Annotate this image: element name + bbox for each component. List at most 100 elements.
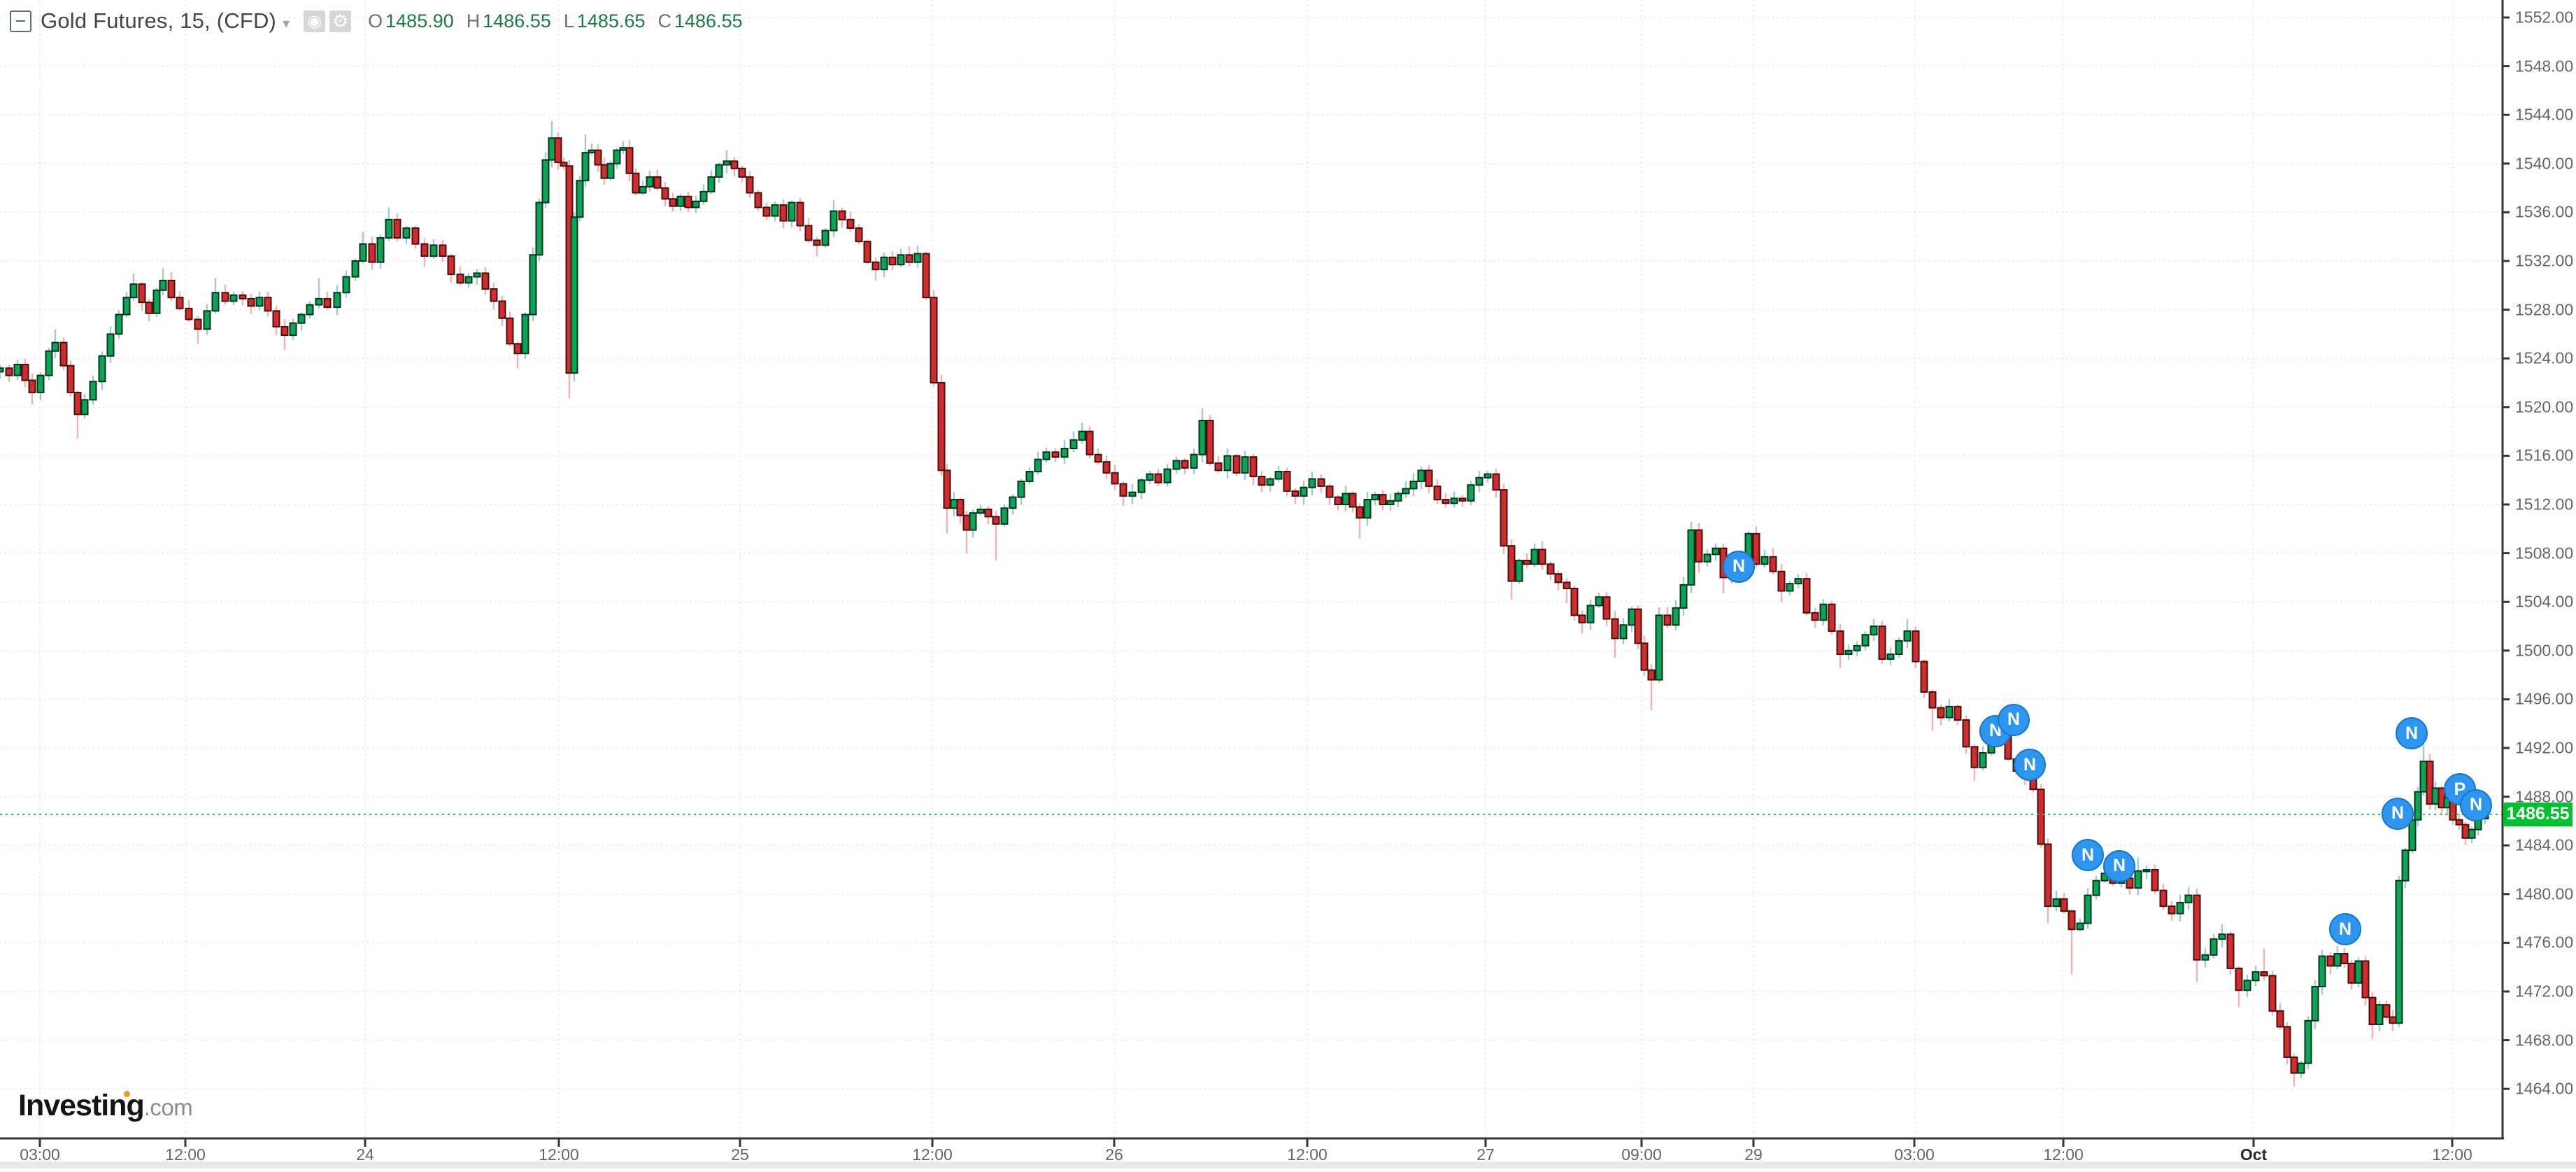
candle-up: [1417, 469, 1425, 482]
news-marker[interactable]: N: [2103, 849, 2135, 882]
candle-up: [1655, 614, 1663, 681]
price-tick-label: 1524.00: [2515, 348, 2574, 367]
candle-up: [1308, 478, 1316, 488]
candle-down: [456, 274, 464, 284]
chart-legend: Gold Futures, 15, (CFD) ▾ ◉ ⚙ O 1485.90 H…: [10, 8, 743, 34]
candle-down: [754, 192, 762, 209]
candle-down: [632, 172, 640, 194]
time-tick-label: 03:00: [1894, 1145, 1935, 1164]
candle-down: [1554, 573, 1563, 584]
candle-up: [203, 310, 211, 330]
candle-up: [880, 256, 888, 271]
candle-down: [2347, 962, 2356, 984]
candle-down: [2044, 843, 2052, 908]
candle-down: [2426, 761, 2434, 805]
candle-down: [1802, 578, 1811, 614]
candle-down: [247, 297, 255, 307]
candle-down: [1458, 497, 1467, 502]
candle-up: [692, 200, 700, 209]
candle-up: [1172, 460, 1181, 470]
candle-down: [730, 160, 739, 169]
candle-up: [402, 227, 411, 239]
time-tick-label: 24: [356, 1145, 374, 1164]
candle-up: [1078, 430, 1086, 441]
news-marker[interactable]: N: [2329, 913, 2361, 946]
candle-up: [1128, 491, 1137, 497]
candle-down: [2326, 955, 2335, 967]
news-marker[interactable]: N: [2460, 789, 2492, 821]
logo-orange-dot: [124, 1091, 130, 1097]
symbol-title[interactable]: Gold Futures, 15, (CFD): [41, 8, 277, 33]
candle-up: [2395, 880, 2403, 1024]
candle-down: [2361, 960, 2370, 998]
candle-down: [984, 508, 992, 518]
candle-down: [1283, 471, 1291, 492]
candle-down: [420, 243, 429, 257]
candle-down: [323, 297, 332, 309]
legend-collapse-toggle[interactable]: [10, 10, 31, 32]
candle-up: [541, 159, 550, 204]
price-tick-label: 1464.00: [2515, 1079, 2574, 1098]
candle-up: [45, 350, 53, 376]
candle-up: [707, 176, 716, 192]
candle-up: [1394, 493, 1402, 502]
candle-up: [2142, 869, 2151, 873]
price-tick-label: 1492.00: [2515, 738, 2574, 757]
ohlc-readout: O 1485.90 H 1486.55 L 1485.65 C 1486.55: [368, 10, 742, 32]
news-marker[interactable]: N: [2072, 839, 2104, 872]
news-marker[interactable]: N: [1998, 703, 2030, 736]
candle-down: [738, 167, 746, 178]
candle-up: [1025, 471, 1034, 482]
candle-up: [2201, 954, 2209, 961]
last-price-tag: 1486.55: [2503, 802, 2573, 826]
candle-up: [1870, 626, 1878, 636]
candle-down: [73, 391, 82, 416]
candle-down: [1102, 461, 1111, 474]
candle-down: [185, 307, 193, 320]
candle-down: [1970, 746, 1979, 768]
candle-up: [306, 304, 314, 316]
candle-up: [1386, 500, 1395, 506]
candle-up: [2414, 791, 2422, 821]
news-marker[interactable]: N: [1723, 550, 1755, 583]
candle-up: [2297, 1062, 2305, 1074]
news-marker[interactable]: N: [2014, 749, 2046, 782]
news-marker[interactable]: N: [2396, 717, 2428, 750]
time-tick-label: 25: [731, 1145, 749, 1164]
candle-down: [992, 516, 1000, 525]
candle-down: [28, 379, 36, 393]
news-marker[interactable]: N: [2382, 797, 2414, 830]
candle-up: [646, 176, 654, 188]
candle-up: [570, 216, 578, 374]
candle-up: [2243, 980, 2251, 991]
time-axis[interactable]: 03:00 12:00 24 12:00 25 12:00 26 12:00 27 09:00 29…: [0, 1138, 2576, 1169]
candle-up: [2419, 761, 2428, 793]
candle-up: [51, 341, 59, 352]
candle-up: [2176, 901, 2184, 915]
settings-button[interactable]: ⚙: [329, 10, 352, 32]
chevron-down-icon[interactable]: ▾: [283, 15, 290, 31]
candle-down: [1086, 430, 1094, 456]
candle-down: [684, 195, 692, 209]
candle-up: [1402, 488, 1410, 495]
time-tick-label: Oct: [2240, 1145, 2268, 1164]
candle-down: [2060, 898, 2068, 912]
time-tick-label: 12:00: [2432, 1145, 2472, 1164]
open-label: O: [368, 10, 383, 31]
candle-down: [1442, 499, 1450, 504]
price-axis[interactable]: 1552.00 1548.00 1544.00 1540.00 1536.00 1532.…: [2503, 0, 2576, 1138]
candle-up: [1042, 451, 1051, 460]
candle-up: [2092, 880, 2100, 896]
candle-up: [1703, 553, 1712, 563]
candle-up: [129, 283, 138, 299]
candle-down: [1492, 473, 1500, 491]
candle-down: [871, 261, 880, 271]
candle-down: [59, 341, 68, 367]
snapshot-button[interactable]: ◉: [304, 10, 326, 32]
price-tick-label: 1472.00: [2515, 982, 2574, 1001]
candle-down: [1317, 478, 1325, 487]
candle-up: [1409, 480, 1418, 490]
candle-down: [554, 137, 562, 164]
